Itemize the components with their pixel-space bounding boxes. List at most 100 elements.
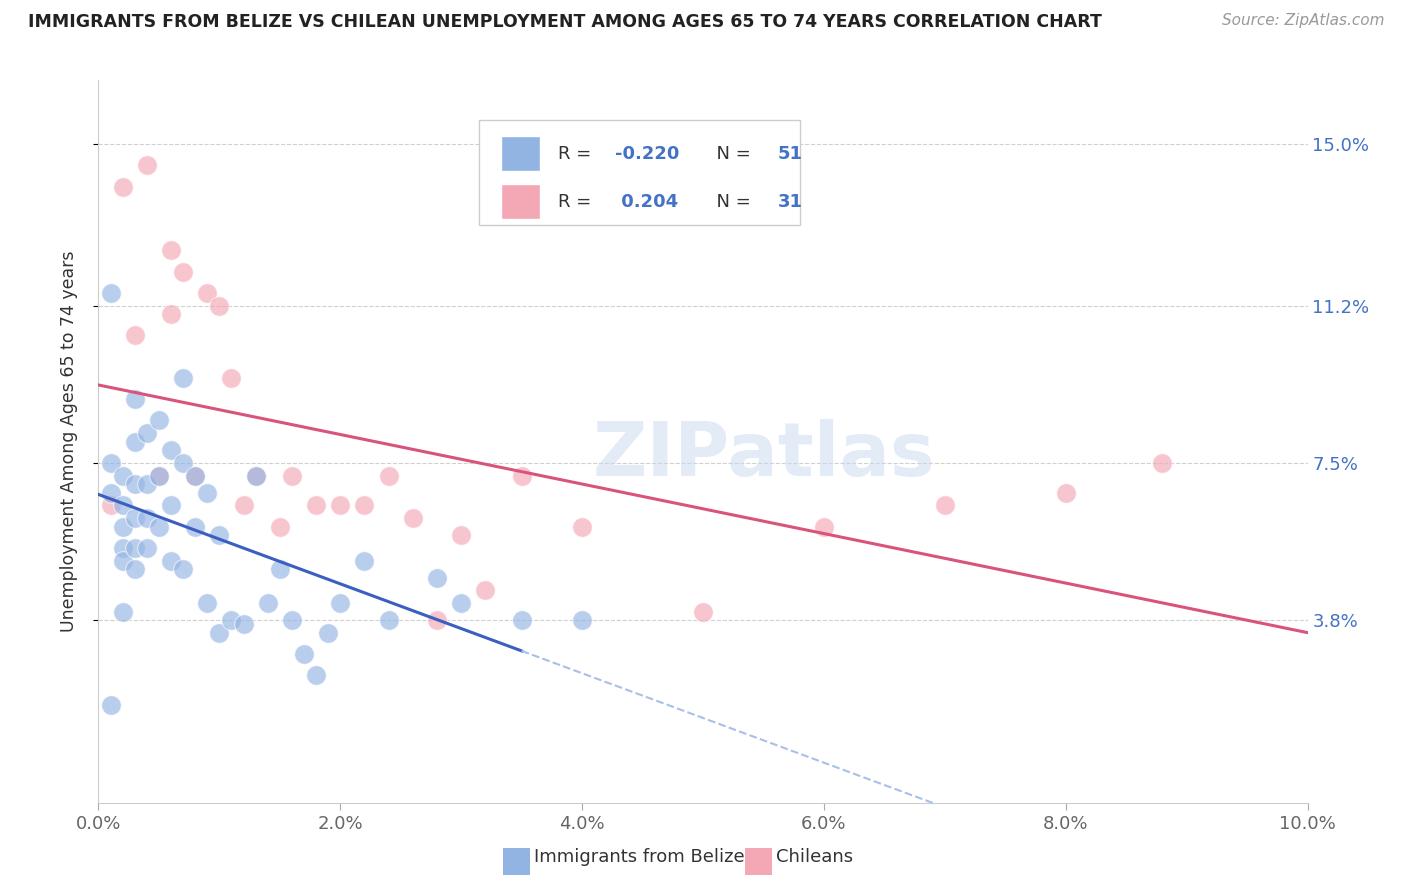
Point [111, 541, 134, 555]
Point [195, 485, 218, 500]
Point [111, 179, 134, 194]
Point [135, 158, 157, 172]
Point [100, 698, 122, 712]
Point [208, 528, 231, 542]
FancyBboxPatch shape [501, 136, 540, 171]
Point [124, 562, 146, 576]
Point [172, 371, 194, 385]
FancyBboxPatch shape [503, 847, 530, 875]
Point [124, 477, 146, 491]
FancyBboxPatch shape [479, 120, 800, 225]
Point [1054, 485, 1077, 500]
Point [111, 553, 134, 567]
Point [184, 468, 207, 483]
Point [353, 553, 375, 567]
Point [510, 613, 533, 627]
Point [269, 562, 291, 576]
Point [281, 468, 304, 483]
Text: N =: N = [706, 193, 756, 211]
Point [160, 244, 183, 258]
Text: 51: 51 [778, 145, 803, 162]
Point [232, 498, 254, 512]
Point [305, 668, 328, 682]
Point [100, 285, 122, 300]
Point [184, 519, 207, 533]
Point [148, 413, 170, 427]
Point [934, 498, 956, 512]
Point [377, 613, 399, 627]
Point [124, 328, 146, 343]
Point [571, 613, 593, 627]
Point [316, 625, 339, 640]
Point [353, 498, 375, 512]
Text: Immigrants from Belize: Immigrants from Belize [534, 848, 744, 866]
Point [245, 468, 267, 483]
Point [124, 541, 146, 555]
Text: 0.204: 0.204 [614, 193, 678, 211]
Point [474, 583, 496, 598]
Point [160, 553, 183, 567]
Point [172, 264, 194, 278]
Point [377, 468, 399, 483]
Point [232, 617, 254, 632]
Point [195, 596, 218, 610]
Point [292, 647, 315, 661]
Y-axis label: Unemployment Among Ages 65 to 74 years: Unemployment Among Ages 65 to 74 years [59, 251, 77, 632]
Text: 31: 31 [778, 193, 803, 211]
Point [221, 613, 243, 627]
Text: Source: ZipAtlas.com: Source: ZipAtlas.com [1222, 13, 1385, 29]
Point [100, 456, 122, 470]
Point [124, 392, 146, 406]
Text: IMMIGRANTS FROM BELIZE VS CHILEAN UNEMPLOYMENT AMONG AGES 65 TO 74 YEARS CORRELA: IMMIGRANTS FROM BELIZE VS CHILEAN UNEMPL… [28, 13, 1102, 31]
Text: R =: R = [558, 145, 598, 162]
Point [135, 425, 157, 440]
Point [111, 468, 134, 483]
Point [172, 562, 194, 576]
Point [195, 285, 218, 300]
Point [148, 519, 170, 533]
Point [329, 498, 352, 512]
Text: ZIPatlas: ZIPatlas [592, 419, 935, 492]
Point [184, 468, 207, 483]
Text: -0.220: -0.220 [614, 145, 679, 162]
Point [172, 456, 194, 470]
Point [208, 299, 231, 313]
Point [281, 613, 304, 627]
Point [450, 528, 472, 542]
Point [450, 596, 472, 610]
Point [1152, 456, 1174, 470]
Point [256, 596, 278, 610]
Point [813, 519, 835, 533]
Point [692, 605, 714, 619]
Point [208, 625, 231, 640]
Point [135, 541, 157, 555]
Point [510, 468, 533, 483]
Point [135, 477, 157, 491]
Point [100, 498, 122, 512]
Point [305, 498, 328, 512]
Point [100, 485, 122, 500]
Point [111, 519, 134, 533]
Point [426, 613, 449, 627]
Point [160, 498, 183, 512]
Point [111, 498, 134, 512]
Point [111, 605, 134, 619]
Point [148, 468, 170, 483]
Point [329, 596, 352, 610]
Point [269, 519, 291, 533]
Point [160, 443, 183, 458]
Text: R =: R = [558, 193, 598, 211]
Point [245, 468, 267, 483]
Text: Chileans: Chileans [776, 848, 852, 866]
Point [160, 307, 183, 321]
Point [426, 570, 449, 584]
FancyBboxPatch shape [745, 847, 772, 875]
Point [124, 511, 146, 525]
Point [148, 468, 170, 483]
Text: N =: N = [706, 145, 756, 162]
Point [135, 511, 157, 525]
Point [124, 434, 146, 449]
Point [402, 511, 425, 525]
Point [221, 371, 243, 385]
FancyBboxPatch shape [501, 185, 540, 219]
